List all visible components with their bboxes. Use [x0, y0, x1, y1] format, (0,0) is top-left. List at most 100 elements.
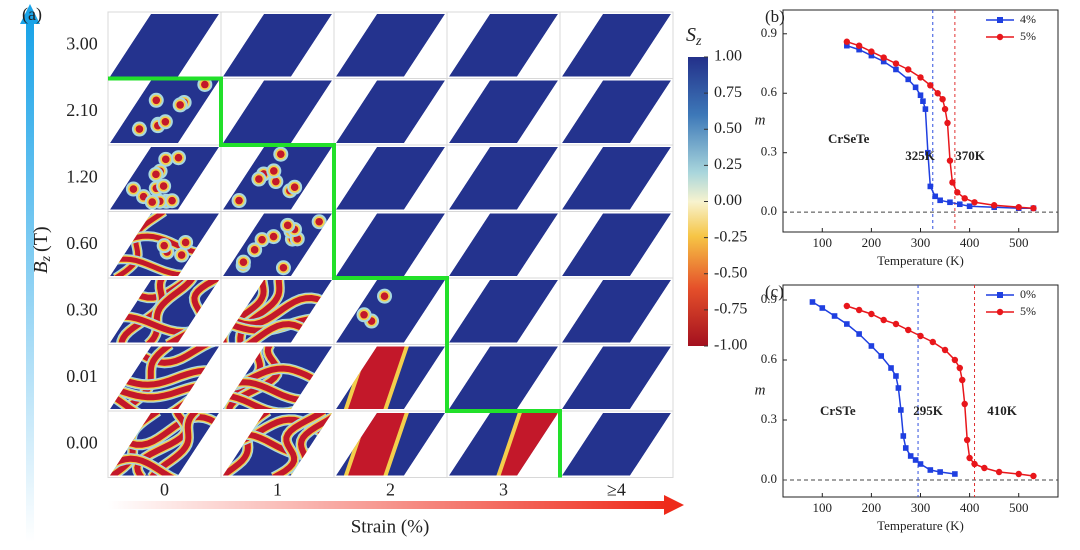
- point: [917, 74, 924, 81]
- row-label: 0.01: [66, 366, 98, 386]
- spin-texture: [110, 280, 219, 343]
- point: [856, 331, 862, 337]
- panel-label: (c): [765, 282, 784, 301]
- skyrmion: [139, 192, 148, 201]
- panel-label: (a): [22, 4, 42, 25]
- colorbar-tick-label: -0.75: [714, 301, 747, 318]
- plot-frame: [782, 9, 1059, 233]
- spin-texture: [336, 14, 445, 77]
- y-tick-label: 0.6: [761, 351, 778, 366]
- tile-grid: 3.00 2.10 1.20 0.60 0.30 0.01 0.00 0 1 2 3 ≥4 1.00 0.…: [66, 11, 747, 500]
- point: [917, 461, 924, 467]
- skyrmion: [380, 292, 389, 300]
- tile: [336, 147, 445, 210]
- skyrmion: [235, 196, 243, 205]
- strain-arrow-head: [664, 495, 684, 515]
- point: [893, 66, 899, 73]
- skyrmion: [276, 150, 285, 158]
- skyrmion: [160, 241, 168, 250]
- x-tick-label: 400: [960, 500, 980, 515]
- point: [954, 189, 961, 196]
- tile: [449, 14, 558, 77]
- colorbar-label: Sz: [686, 24, 702, 50]
- annotation: 325K: [905, 148, 936, 163]
- column-label: ≥4: [607, 480, 626, 500]
- series-line: [812, 301, 956, 475]
- spin-texture: [110, 346, 219, 409]
- skyrmion: [181, 238, 190, 247]
- domain-wall: [495, 413, 558, 476]
- skyrmion: [177, 251, 186, 259]
- point: [819, 305, 826, 311]
- point: [831, 313, 838, 319]
- skyrmion: [201, 80, 209, 89]
- tile: [562, 413, 671, 476]
- colorbar: [688, 57, 708, 346]
- annotation: CrSTe: [820, 403, 856, 418]
- tile: [449, 80, 558, 143]
- skyrmion: [255, 175, 263, 183]
- spin-texture: [336, 213, 445, 276]
- skyrmion: [148, 198, 157, 206]
- point: [966, 454, 973, 462]
- point: [920, 98, 926, 104]
- spin-texture: [110, 147, 219, 210]
- spin-texture: [110, 80, 219, 143]
- point: [939, 95, 946, 103]
- bz-arrow-head: [20, 4, 40, 24]
- y-axis-label: Bz (T): [30, 226, 55, 273]
- spin-texture: [562, 147, 671, 210]
- tile: [449, 213, 558, 276]
- spin-texture: [562, 413, 671, 476]
- point: [941, 105, 949, 113]
- point: [844, 42, 850, 49]
- point: [843, 38, 851, 45]
- x-tick-label: 500: [1009, 500, 1029, 515]
- point: [905, 76, 912, 83]
- y-label-symbol: B: [30, 261, 52, 273]
- colorbar-tick-label: 0.50: [714, 120, 742, 137]
- phase-boundary: [108, 76, 562, 478]
- point: [956, 364, 963, 372]
- skyrmion: [250, 246, 259, 254]
- column-label: 1: [273, 480, 282, 500]
- bz-arrow: [26, 22, 34, 542]
- y-axis-label: m: [755, 382, 766, 398]
- y-tick-label: 0.0: [761, 203, 777, 218]
- tile: [110, 14, 219, 77]
- skyrmion: [272, 177, 280, 186]
- colorbar-tick-label: 1.00: [714, 48, 742, 65]
- legend-marker: [996, 33, 1004, 41]
- point: [937, 469, 943, 475]
- spin-texture: [449, 413, 558, 476]
- skyrmion: [269, 232, 278, 241]
- column-label: 3: [499, 480, 508, 500]
- y-tick-label: 0.9: [761, 291, 777, 306]
- spin-texture: [223, 80, 332, 143]
- spin-texture: [449, 80, 558, 143]
- x-axis-label: Strain (%): [351, 516, 430, 537]
- y-tick-label: 0.6: [761, 84, 778, 99]
- point: [952, 471, 958, 477]
- colorbar-tick-label: -0.50: [714, 264, 747, 281]
- y-axis-label: m: [755, 112, 766, 128]
- spin-texture: [449, 346, 558, 409]
- point: [971, 460, 978, 468]
- y-tick-label: 0.9: [761, 25, 777, 40]
- row-label: 0.60: [66, 233, 98, 253]
- skyrmion: [152, 170, 160, 179]
- x-axis-label: Temperature (K): [877, 253, 964, 268]
- tile: [562, 213, 671, 276]
- legend-marker: [996, 308, 1004, 316]
- tile: [336, 213, 445, 276]
- spin-texture: [562, 346, 671, 409]
- point: [878, 353, 885, 359]
- point: [880, 58, 887, 65]
- point: [981, 464, 988, 472]
- point: [912, 457, 919, 463]
- tile: [223, 80, 332, 143]
- point: [900, 433, 907, 439]
- spin-texture: [336, 280, 445, 343]
